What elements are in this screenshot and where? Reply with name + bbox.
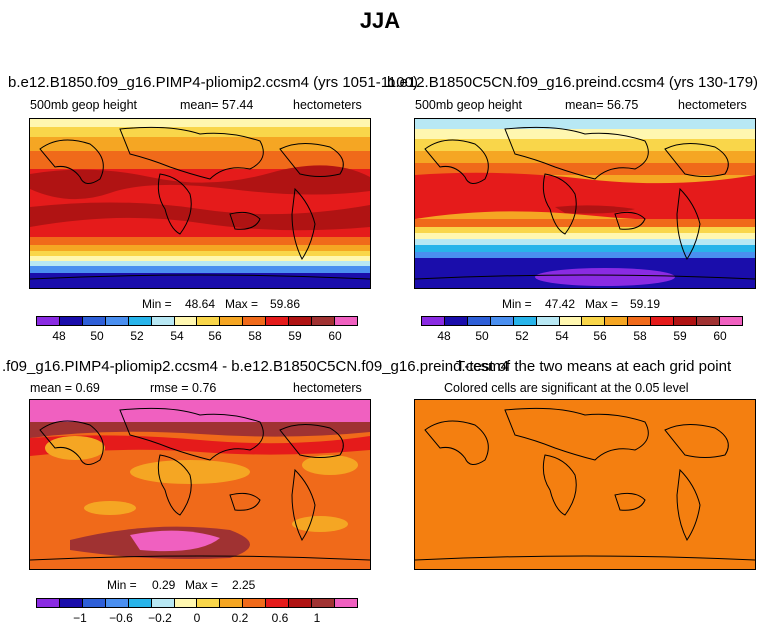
colorbar-swatch — [289, 317, 313, 325]
colorbar-swatch — [174, 599, 198, 607]
panel1-tick: 52 — [130, 329, 144, 343]
colorbar-swatch — [243, 599, 267, 607]
colorbar-swatch — [651, 317, 675, 325]
panel4-subtitle: Colored cells are significant at the 0.0… — [444, 381, 689, 395]
panel3-max-value: 2.25 — [232, 578, 256, 592]
colorbar-swatch — [37, 317, 60, 325]
panel2-variable: 500mb geop height — [415, 98, 523, 112]
panel1-min-value: 48.64 — [185, 297, 216, 311]
panel2-tick: 48 — [437, 329, 451, 343]
panel3-tick: 1 — [313, 611, 321, 625]
panel1-min-label: Min = — [142, 297, 172, 311]
colorbar-swatch — [174, 317, 198, 325]
colorbar-swatch — [197, 317, 221, 325]
panel1-max-value: 59.86 — [270, 297, 301, 311]
panel3-title: .f09_g16.PIMP4-pliomip2.ccsm4 - b.e12.B1… — [2, 358, 509, 375]
colorbar-swatch — [59, 599, 83, 607]
panel3-tick: 0 — [193, 611, 201, 625]
colorbar-swatch — [220, 317, 244, 325]
panel2-title: b.e12.B1850C5CN.f09_g16.preind.ccsm4 (yr… — [387, 74, 759, 91]
colorbar-swatch — [674, 317, 698, 325]
colorbar-swatch — [197, 599, 221, 607]
colorbar-swatch — [151, 599, 175, 607]
panel2-mean: mean= 56.75 — [565, 98, 639, 112]
colorbar-swatch — [605, 317, 629, 325]
panel1-variable: 500mb geop height — [30, 98, 138, 112]
panel4-title: T-test of the two means at each grid poi… — [456, 358, 732, 375]
panel2-min-value: 47.42 — [545, 297, 576, 311]
panel3-rmse: rmse = 0.76 — [150, 381, 217, 395]
panel1-title: b.e12.B1850.f09_g16.PIMP4-pliomip2.ccsm4… — [8, 74, 418, 91]
panel2-colorbar — [421, 316, 743, 326]
colorbar-swatch — [422, 317, 445, 325]
panel4-map — [414, 399, 756, 570]
panel3-mean: mean = 0.69 — [30, 381, 100, 395]
panel1-tick: 48 — [52, 329, 66, 343]
colorbar-swatch — [82, 317, 106, 325]
panel3-colorbar — [36, 598, 358, 608]
panel2-tick: 60 — [713, 329, 727, 343]
panel3-max-label: Max = — [185, 578, 219, 592]
page-title: JJA — [359, 8, 401, 33]
panel2-max-value: 59.19 — [630, 297, 661, 311]
panel1-tick: 50 — [90, 329, 104, 343]
panel3-tick: 0.2 — [231, 611, 249, 625]
colorbar-swatch — [559, 317, 583, 325]
panel1-tick: 58 — [248, 329, 262, 343]
panel2-tick: 52 — [515, 329, 529, 343]
panel1-mean: mean= 57.44 — [180, 98, 254, 112]
panel1-tick: 60 — [328, 329, 342, 343]
colorbar-swatch — [467, 317, 491, 325]
panel2-map — [414, 118, 756, 289]
colorbar-swatch — [444, 317, 468, 325]
panel2-tick: 58 — [633, 329, 647, 343]
colorbar-swatch — [582, 317, 606, 325]
colorbar-swatch — [334, 599, 357, 607]
panel1-colorbar — [36, 316, 358, 326]
colorbar-swatch — [243, 317, 267, 325]
colorbar-swatch — [312, 317, 335, 325]
panel1-tick: 54 — [170, 329, 184, 343]
panel1-map — [29, 118, 371, 289]
colorbar-swatch — [220, 599, 244, 607]
panel2-max-label: Max = — [585, 297, 619, 311]
colorbar-swatch — [719, 317, 742, 325]
colorbar-swatch — [37, 599, 60, 607]
panel3-tick: −1 — [73, 611, 87, 625]
colorbar-swatch — [697, 317, 720, 325]
colorbar-swatch — [105, 317, 129, 325]
panel3-tick: 0.6 — [271, 611, 289, 625]
panel2-tick: 54 — [555, 329, 569, 343]
colorbar-swatch — [128, 317, 152, 325]
panel2-tick: 56 — [593, 329, 607, 343]
colorbar-swatch — [312, 599, 335, 607]
panel1-units: hectometers — [293, 98, 362, 112]
colorbar-swatch — [105, 599, 129, 607]
colorbar-swatch — [289, 599, 313, 607]
colorbar-swatch — [266, 599, 290, 607]
panel3-min-label: Min = — [107, 578, 137, 592]
panel3-tick: −0.2 — [148, 611, 172, 625]
panel1-tick: 59 — [288, 329, 302, 343]
panel3-units: hectometers — [293, 381, 362, 395]
panel2-min-label: Min = — [502, 297, 532, 311]
colorbar-swatch — [266, 317, 290, 325]
colorbar-swatch — [628, 317, 652, 325]
colorbar-swatch — [536, 317, 560, 325]
colorbar-swatch — [513, 317, 537, 325]
panel3-tick: −0.6 — [109, 611, 133, 625]
panel1-max-label: Max = — [225, 297, 259, 311]
colorbar-swatch — [59, 317, 83, 325]
colorbar-swatch — [151, 317, 175, 325]
panel1-tick: 56 — [208, 329, 222, 343]
panel2-tick: 59 — [673, 329, 687, 343]
colorbar-swatch — [334, 317, 357, 325]
panel3-map — [29, 399, 371, 570]
colorbar-swatch — [128, 599, 152, 607]
panel3-min-value: 0.29 — [152, 578, 176, 592]
colorbar-swatch — [490, 317, 514, 325]
panel2-tick: 50 — [475, 329, 489, 343]
colorbar-swatch — [82, 599, 106, 607]
panel2-units: hectometers — [678, 98, 747, 112]
